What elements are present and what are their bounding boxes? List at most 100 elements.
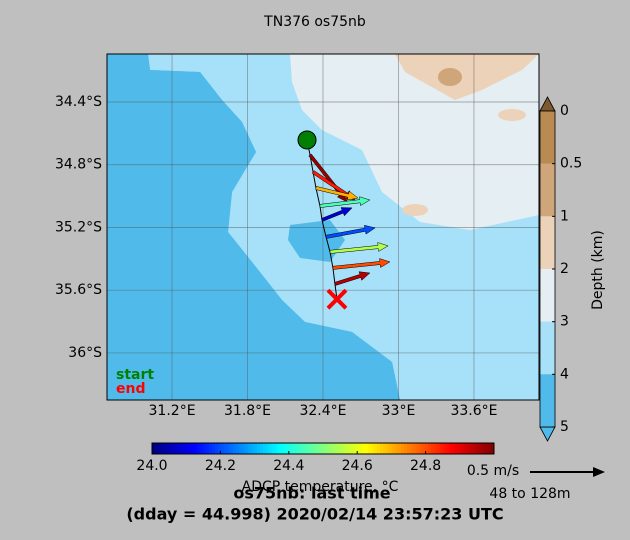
colorbar-segment <box>446 443 450 454</box>
colorbar-extend <box>539 426 556 442</box>
colorbar-segment <box>317 443 321 454</box>
colorbar-extend <box>539 96 556 112</box>
colorbar-segment <box>197 443 201 454</box>
x-tick-label: 31.2°E <box>149 403 196 419</box>
colorbar-segment <box>200 443 204 454</box>
colorbar-segment <box>194 443 198 454</box>
colorbar-segment <box>161 443 165 454</box>
colorbar-segment <box>191 443 195 454</box>
colorbar-segment <box>326 443 330 454</box>
colorbar-segment <box>227 443 231 454</box>
colorbar-segment <box>470 443 474 454</box>
colorbar-tick-label: 0 <box>560 103 569 119</box>
colorbar-segment <box>293 443 297 454</box>
colorbar-segment <box>212 443 216 454</box>
colorbar-segment <box>386 443 390 454</box>
start-label: start <box>116 367 154 383</box>
colorbar-segment <box>296 443 300 454</box>
colorbar-segment <box>407 443 411 454</box>
colorbar-segment <box>359 443 363 454</box>
colorbar-segment <box>152 443 156 454</box>
colorbar-segment <box>437 443 441 454</box>
x-tick-label: 31.8°E <box>224 403 271 419</box>
velocity-arrow <box>321 207 353 222</box>
colorbar-tick-label: 3 <box>560 314 569 330</box>
colorbar-segment <box>272 443 276 454</box>
colorbar-tick-label: 2 <box>560 261 569 277</box>
colorbar-segment <box>233 443 237 454</box>
colorbar-segment <box>404 443 408 454</box>
colorbar-segment <box>179 443 183 454</box>
colorbar-segment <box>254 443 258 454</box>
colorbar-segment <box>350 443 354 454</box>
colorbar-segment <box>540 269 555 322</box>
y-tick-label: 34.4°S <box>55 94 102 110</box>
colorbar-segment <box>275 443 279 454</box>
velocity-arrow <box>319 196 371 208</box>
colorbar-segment <box>540 321 555 375</box>
y-tick-label: 35.2°S <box>55 219 102 235</box>
colorbar-segment <box>239 443 243 454</box>
colorbar-segment <box>182 443 186 454</box>
colorbar-segment <box>540 374 555 427</box>
colorbar-segment <box>377 443 381 454</box>
colorbar-segment <box>215 443 219 454</box>
colorbar-segment <box>368 443 372 454</box>
colorbar-segment <box>449 443 453 454</box>
colorbar-segment <box>476 443 480 454</box>
colorbar-tick-label: 24.4 <box>273 458 304 474</box>
colorbar-segment <box>311 443 315 454</box>
start-marker <box>297 130 317 150</box>
colorbar-segment <box>269 443 273 454</box>
colorbar-segment <box>344 443 348 454</box>
colorbar-segment <box>245 443 249 454</box>
x-tick-label: 33.6°E <box>450 403 497 419</box>
y-tick-label: 35.6°S <box>55 282 102 298</box>
colorbar-segment <box>299 443 303 454</box>
colorbar-tick-label: 1 <box>560 208 569 224</box>
colorbar-segment <box>356 443 360 454</box>
colorbar-segment <box>263 443 267 454</box>
colorbar-segment <box>443 443 447 454</box>
colorbar-segment <box>260 443 264 454</box>
end-label: end <box>116 381 145 397</box>
colorbar-segment <box>491 443 495 454</box>
reference-label: 0.5 m/s <box>467 463 519 479</box>
colorbar-segment <box>540 111 555 164</box>
colorbar-segment <box>452 443 456 454</box>
colorbar-segment <box>389 443 393 454</box>
colorbar-segment <box>287 443 291 454</box>
colorbar-segment <box>383 443 387 454</box>
colorbar-segment <box>332 443 336 454</box>
colorbar-segment <box>428 443 432 454</box>
colorbar-segment <box>347 443 351 454</box>
colorbar-segment <box>413 443 417 454</box>
colorbar-segment <box>155 443 159 454</box>
colorbar-segment <box>335 443 339 454</box>
colorbar-segment <box>176 443 180 454</box>
depth-colorbar-label: Depth (km) <box>590 230 606 310</box>
colorbar-segment <box>209 443 213 454</box>
colorbar-segment <box>440 443 444 454</box>
colorbar-segment <box>392 443 396 454</box>
colorbar-segment <box>473 443 477 454</box>
colorbar-tick-label: 24.2 <box>205 458 236 474</box>
colorbar-segment <box>425 443 429 454</box>
colorbar-segment <box>540 216 555 269</box>
colorbar-segment <box>308 443 312 454</box>
colorbar-tick-label: 24.6 <box>342 458 373 474</box>
colorbar-segment <box>266 443 270 454</box>
colorbar-segment <box>224 443 228 454</box>
colorbar-segment <box>218 443 222 454</box>
colorbar-segment <box>371 443 375 454</box>
colorbar-segment <box>305 443 309 454</box>
x-tick-label: 33°E <box>382 403 416 419</box>
colorbar-segment <box>341 443 345 454</box>
x-tick-label: 32.4°E <box>299 403 346 419</box>
temp-colorbar-label: ADCP temperature, °C <box>242 479 399 495</box>
colorbar-segment <box>479 443 483 454</box>
colorbar-segment <box>206 443 210 454</box>
colorbar-segment <box>365 443 369 454</box>
colorbar-segment <box>431 443 435 454</box>
